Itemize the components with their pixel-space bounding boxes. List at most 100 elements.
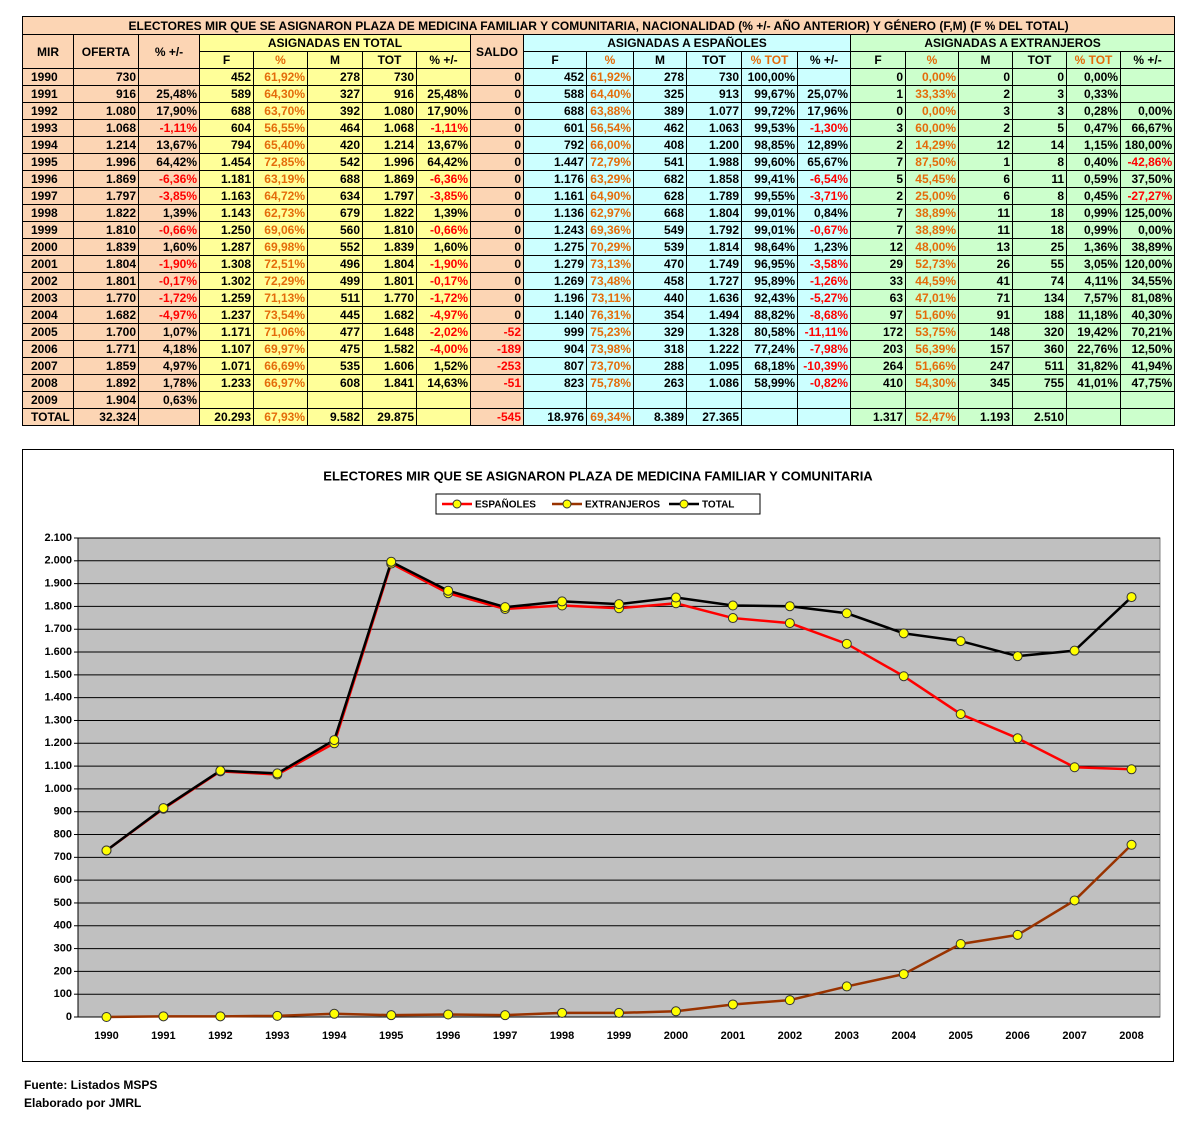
cell: 63,29% [586,170,634,188]
cell: -3,71% [797,187,851,205]
sub-header: F [850,51,906,69]
marker [1012,929,1023,940]
cell [138,68,200,86]
marker [955,939,966,950]
cell: 1.789 [686,187,742,205]
cell: 0,28% [1066,102,1121,120]
cell: 477 [307,323,363,341]
cell: 1.068 [73,119,139,137]
cell: 38,89% [905,204,959,222]
cell: 1,39% [416,204,471,222]
cell: 73,11% [586,289,634,307]
cell: 1.163 [199,187,254,205]
x-tick-label: 1995 [379,1030,403,1042]
cell [1119,391,1176,409]
cell: 73,13% [586,255,634,273]
cell: 25,00% [905,187,959,205]
y-tick-label: 200 [54,965,72,977]
cell: 1.801 [73,272,139,290]
cell: 73,54% [253,306,308,324]
marker [1126,839,1137,850]
sub-header: TOT [362,51,417,69]
y-tick-label: 2.100 [44,532,72,544]
cell: 0 [470,119,524,137]
cell: -3,85% [138,187,200,205]
cell: 63,19% [253,170,308,188]
cell: 53,75% [905,323,959,341]
cell: 3 [1012,85,1067,103]
cell: 1.822 [73,204,139,222]
cell: 41,01% [1066,374,1121,392]
chart: ELECTORES MIR QUE SE ASIGNARON PLAZA DE … [22,449,1174,1062]
cell [1066,408,1121,426]
x-tick-label: 2003 [835,1030,859,1042]
cell [253,391,308,409]
marker [955,636,966,647]
marker [557,1007,568,1018]
cell [199,391,254,409]
cell: 1.804 [686,204,742,222]
cell: 125,00% [1119,204,1176,222]
cell: 22,76% [1066,340,1121,358]
cell: 389 [633,102,687,120]
cell [797,391,851,409]
cell: 0 [470,153,524,171]
cell: 0 [470,238,524,256]
marker [670,1006,681,1017]
marker [215,765,226,776]
cell: 18 [1012,221,1067,239]
cell: 44,59% [905,272,959,290]
cell: 1.648 [362,323,417,341]
sub-header: M [633,51,687,69]
cell: 19,42% [1066,323,1121,341]
sub-header: % [253,51,308,69]
cell: 56,55% [253,119,308,137]
cell: 31,82% [1066,357,1121,375]
cell: 72,51% [253,255,308,273]
legend-box [435,493,761,515]
cell: 668 [633,204,687,222]
cell: 608 [307,374,363,392]
cell: -0,82% [797,374,851,392]
cell: 1.996 [73,153,139,171]
cell: 0 [958,68,1013,86]
cell: 1.804 [73,255,139,273]
cell: 730 [686,68,742,86]
row-label: 2006 [22,340,74,358]
sub-header: % TOT [1066,51,1121,69]
cell: 535 [307,357,363,375]
x-tick-label: 2002 [778,1030,802,1042]
cell: 64,42% [138,153,200,171]
cell: 100,00% [741,68,798,86]
cell: 1.447 [523,153,587,171]
cell: 1.727 [686,272,742,290]
cell: 63,70% [253,102,308,120]
cell: -6,36% [138,170,200,188]
cell: 1.214 [73,136,139,154]
marker [614,1007,624,1018]
cell: 278 [307,68,363,86]
cell: 634 [307,187,363,205]
cell: 29.875 [362,408,417,426]
cell: 134 [1012,289,1067,307]
row-label: 2001 [22,255,74,273]
x-tick-label: 2004 [891,1030,916,1042]
y-tick-label: 1.500 [44,669,72,681]
cell: 999 [523,323,587,341]
cell: 1.259 [199,289,254,307]
cell: 1.770 [362,289,417,307]
cell: 38,89% [905,221,959,239]
cell: 1.801 [362,272,417,290]
cell: 0 [850,68,906,86]
cell: 55 [1012,255,1067,273]
cell: 8 [1012,187,1067,205]
cell: 13 [958,238,1013,256]
cell [905,391,959,409]
cell: 92,43% [741,289,798,307]
sub-header: % [905,51,959,69]
cell: 0 [470,170,524,188]
sub-header: % +/- [416,51,471,69]
cell: 1.136 [523,204,587,222]
cell: 1.904 [73,391,139,409]
row-label: 2007 [22,357,74,375]
